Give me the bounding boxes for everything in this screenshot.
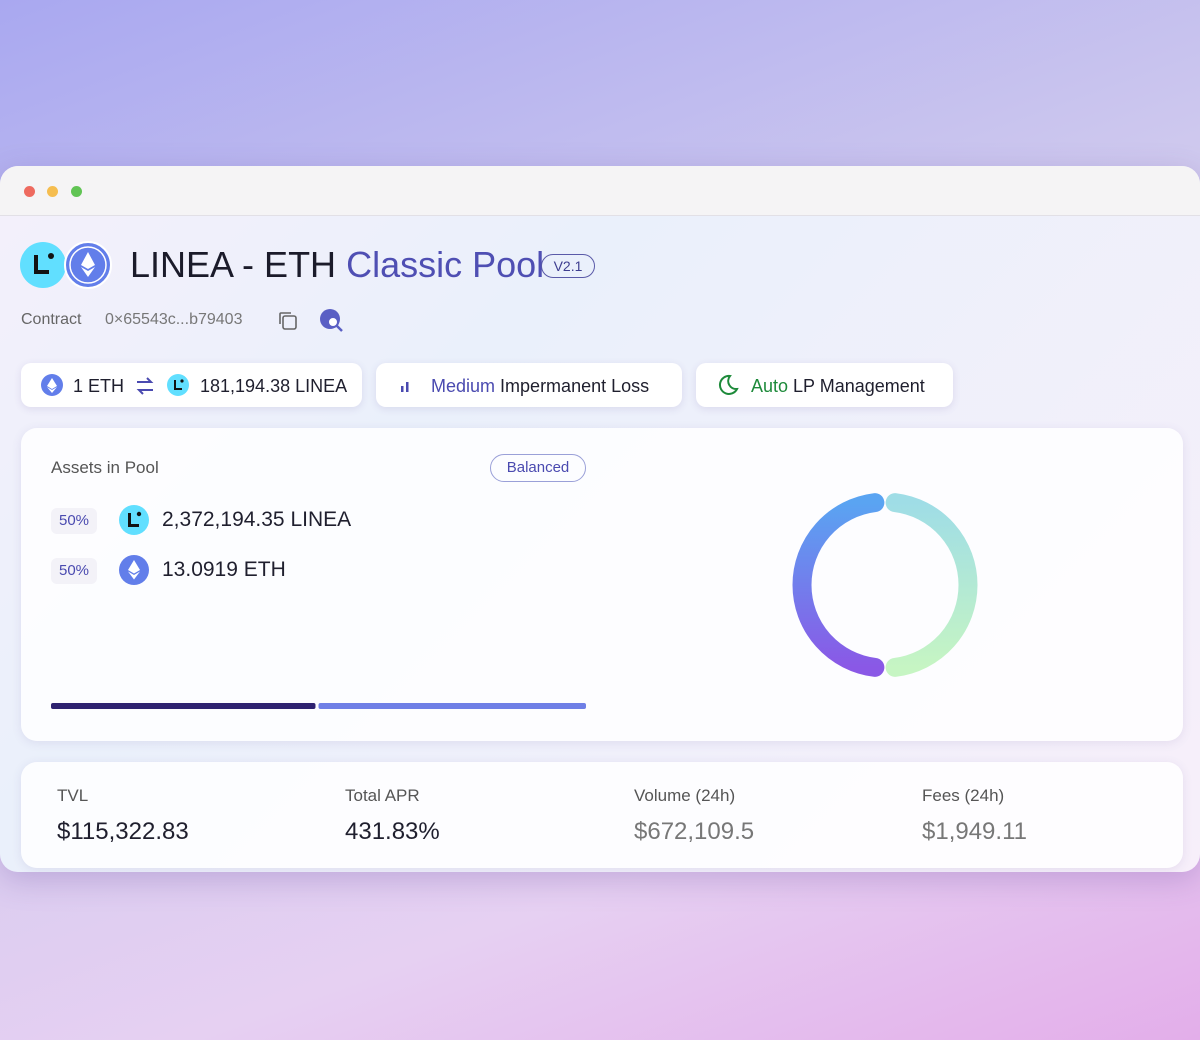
donut-segment <box>792 493 885 677</box>
asset-amount: 2,372,194.35 LINEA <box>162 508 352 531</box>
pair-icons <box>20 241 112 289</box>
title: LINEA - ETH Classic Pool <box>130 244 544 286</box>
window: LINEA - ETH Classic Pool V2.1 Contract 0… <box>0 166 1200 872</box>
pair-name: LINEA - ETH <box>130 244 337 285</box>
share-donut <box>792 493 978 677</box>
copy-button[interactable] <box>276 309 300 333</box>
stat-value: $1,949.11 <box>922 818 1027 845</box>
rate-base: 1 ETH <box>73 376 125 396</box>
maximize-button[interactable] <box>71 186 82 197</box>
share-badge: 50% <box>51 508 97 534</box>
stat-label: Fees (24h) <box>922 786 1005 805</box>
stat-label: Volume (24h) <box>634 786 736 805</box>
contract-label: Contract <box>21 311 82 328</box>
donut-segment <box>885 493 978 677</box>
rate-quote: 181,194.38 LINEA <box>200 376 348 396</box>
share-bar <box>51 703 586 709</box>
loss-level: Medium <box>431 376 496 396</box>
close-button[interactable] <box>24 186 35 197</box>
stat-value: 431.83% <box>345 818 440 845</box>
lp-label: LP Management <box>793 376 925 396</box>
pool-type: Classic Pool <box>346 244 545 285</box>
stat-label: Total APR <box>345 786 420 805</box>
version-badge: V2.1 <box>541 254 595 278</box>
lp-chip: Auto LP Management <box>696 363 953 407</box>
stats-card: TVL $115,322.83 Total APR 431.83% Volume (24… <box>21 762 1183 868</box>
share-badge: 50% <box>51 558 97 584</box>
impermanent-loss-chip: Medium Impermanent Loss <box>376 363 682 407</box>
stat-label: TVL <box>57 786 89 805</box>
minimize-button[interactable] <box>47 186 58 197</box>
assets-card: Assets in Pool Balanced 50% 2,372,194.35… <box>21 428 1183 741</box>
contract-address: 0×65543c...b79403 <box>105 311 243 328</box>
rate-chip: 1 ETH 181,194.38 LINEA <box>21 363 362 407</box>
assets-title: Assets in Pool <box>51 458 159 477</box>
title-bar <box>0 166 1200 216</box>
asset-amount: 13.0919 ETH <box>162 558 286 581</box>
stat-value: $672,109.5 <box>634 818 755 845</box>
share-bar-segment <box>51 703 316 709</box>
status-badge: Balanced <box>490 454 586 482</box>
share-bar-segment <box>318 703 586 709</box>
lp-mode: Auto <box>751 376 789 396</box>
stat-value: $115,322.83 <box>57 818 189 845</box>
loss-label: Impermanent Loss <box>500 376 650 396</box>
explorer-button[interactable] <box>319 308 345 334</box>
